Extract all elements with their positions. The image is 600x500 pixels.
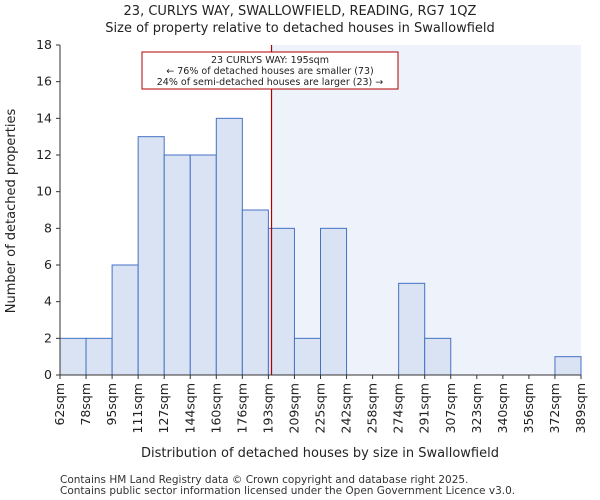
plot-background	[271, 45, 581, 375]
x-tick-label: 258sqm	[365, 383, 380, 433]
x-tick-label: 225sqm	[313, 383, 328, 433]
annotation-border	[141, 51, 399, 90]
x-tick-label: 323sqm	[469, 383, 484, 433]
bar-291sqm	[424, 337, 452, 376]
highlight-region	[271, 45, 581, 375]
y-tick-label: 0	[44, 367, 52, 382]
x-tick-label: 111sqm	[130, 383, 145, 433]
bar-176sqm	[241, 209, 269, 376]
x-tick-label: 193sqm	[260, 383, 275, 433]
bar-127sqm	[163, 154, 191, 376]
bars-group	[59, 117, 582, 376]
x-tick-label: 340sqm	[495, 383, 510, 433]
bar-144sqm	[189, 154, 217, 376]
x-tick-label: 242sqm	[339, 383, 354, 433]
y-tick-label: 10	[36, 184, 52, 199]
x-tick-label: 291sqm	[417, 383, 432, 433]
y-tick-label: 8	[44, 220, 52, 235]
y-axis: 0 2 4 6 8 10 12 14 16 18	[36, 37, 61, 382]
x-axis-label: Distribution of detached houses by size …	[141, 446, 499, 461]
bar-111sqm	[137, 136, 165, 376]
chart-subtitle: Size of property relative to detached ho…	[105, 21, 495, 36]
x-tick-label: 176sqm	[234, 383, 249, 433]
x-tick-label: 274sqm	[391, 383, 406, 433]
y-tick-label: 18	[36, 37, 52, 52]
annotation-line-2: ← 76% of detached houses are smaller (73…	[166, 66, 373, 77]
bar-62sqm	[59, 337, 87, 376]
y-tick-label: 6	[44, 257, 52, 272]
bar-160sqm	[215, 117, 243, 376]
bar-209sqm	[293, 337, 322, 376]
annotation-line-3: 24% of semi-detached houses are larger (…	[157, 77, 384, 88]
bar-274sqm	[398, 282, 426, 376]
y-tick-label: 4	[44, 294, 52, 309]
y-tick-label: 12	[36, 147, 52, 162]
bar-193sqm	[267, 227, 295, 376]
x-tick-label: 160sqm	[208, 383, 223, 433]
bar-78sqm	[85, 337, 113, 376]
footer-line-2: Contains public sector information licen…	[60, 485, 515, 497]
annotation-line-1: 23 CURLYS WAY: 195sqm	[211, 55, 329, 66]
footer-line-1: Contains HM Land Registry data © Crown c…	[60, 474, 468, 486]
y-tick-label: 16	[36, 74, 52, 89]
x-tick-label: 307sqm	[443, 383, 458, 433]
x-tick-label: 127sqm	[156, 383, 171, 433]
x-tick-label: 372sqm	[547, 383, 562, 433]
x-tick-label: 62sqm	[52, 383, 67, 426]
x-tick-label: 144sqm	[182, 383, 197, 433]
y-axis-label: Number of detached properties	[4, 109, 19, 314]
x-tick-label: 95sqm	[104, 383, 119, 426]
x-tick-label: 356sqm	[521, 383, 536, 433]
chart-title: 23, CURLYS WAY, SWALLOWFIELD, READING, R…	[124, 4, 477, 19]
x-tick-label: 209sqm	[286, 383, 301, 433]
x-tick-label: 389sqm	[573, 383, 588, 433]
y-tick-label: 2	[44, 330, 52, 345]
bar-372sqm	[554, 356, 582, 376]
x-tick-label: 78sqm	[78, 383, 93, 426]
y-tick-label: 14	[36, 110, 52, 125]
bar-225sqm	[320, 227, 348, 376]
x-axis: 62sqm 78sqm 95sqm 111sqm 127sqm 144sqm 160sqm 1…	[52, 374, 588, 433]
annotation-box: 23 CURLYS WAY: 195sqm ← 76% of detached …	[141, 51, 399, 90]
bar-95sqm	[111, 264, 139, 376]
